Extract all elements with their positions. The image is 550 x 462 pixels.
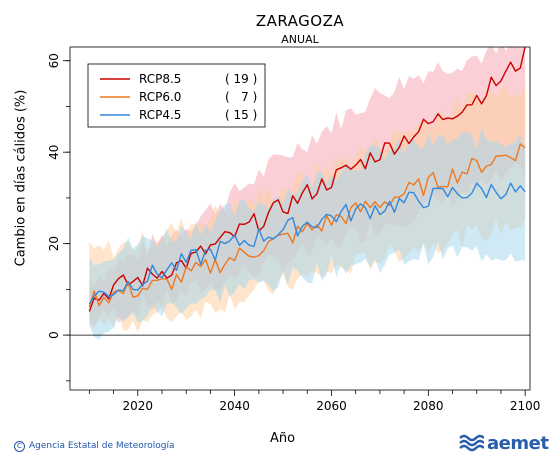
x-tick-label: 2040 (219, 399, 250, 413)
legend-count: ( 19 ) (225, 72, 257, 86)
y-tick-label: 40 (47, 145, 61, 160)
legend-label: RCP8.5 (139, 72, 181, 86)
chart-title: ZARAGOZA (255, 12, 345, 30)
x-tick-label: 2080 (413, 399, 444, 413)
legend-count: ( 7 ) (225, 90, 257, 104)
plot-frame (69, 46, 531, 391)
legend-label: RCP6.0 (139, 90, 181, 104)
x-axis-label: Año (270, 431, 296, 446)
y-tick-label: 0 (47, 331, 61, 339)
brand-name: aemet (487, 432, 549, 454)
y-axis-label: Cambio en días cálidos (%) (13, 89, 29, 267)
credit-text: Agencia Estatal de Meteorología (29, 441, 175, 451)
copyright-icon: C (14, 441, 25, 452)
legend-label: RCP4.5 (139, 108, 181, 122)
series-line-rcp85 (88, 47, 526, 312)
series-line-rcp45 (88, 182, 526, 305)
chart-subtitle: ANUAL (281, 33, 319, 46)
legend-box (87, 63, 266, 128)
x-tick-label: 2060 (316, 399, 347, 413)
y-tick-label: 60 (47, 53, 61, 68)
band-rcp45 (89, 127, 526, 340)
series-line-rcp60 (88, 143, 526, 308)
legend-count: ( 15 ) (225, 108, 257, 122)
x-tick-label: 2020 (123, 399, 154, 413)
y-tick-label: 20 (47, 236, 61, 251)
aemet-waves-icon (459, 434, 484, 452)
aemet-logo: aemet (458, 432, 549, 456)
credit-line: C Agencia Estatal de Meteorología (14, 441, 175, 452)
x-tick-label: 2100 (510, 399, 541, 413)
